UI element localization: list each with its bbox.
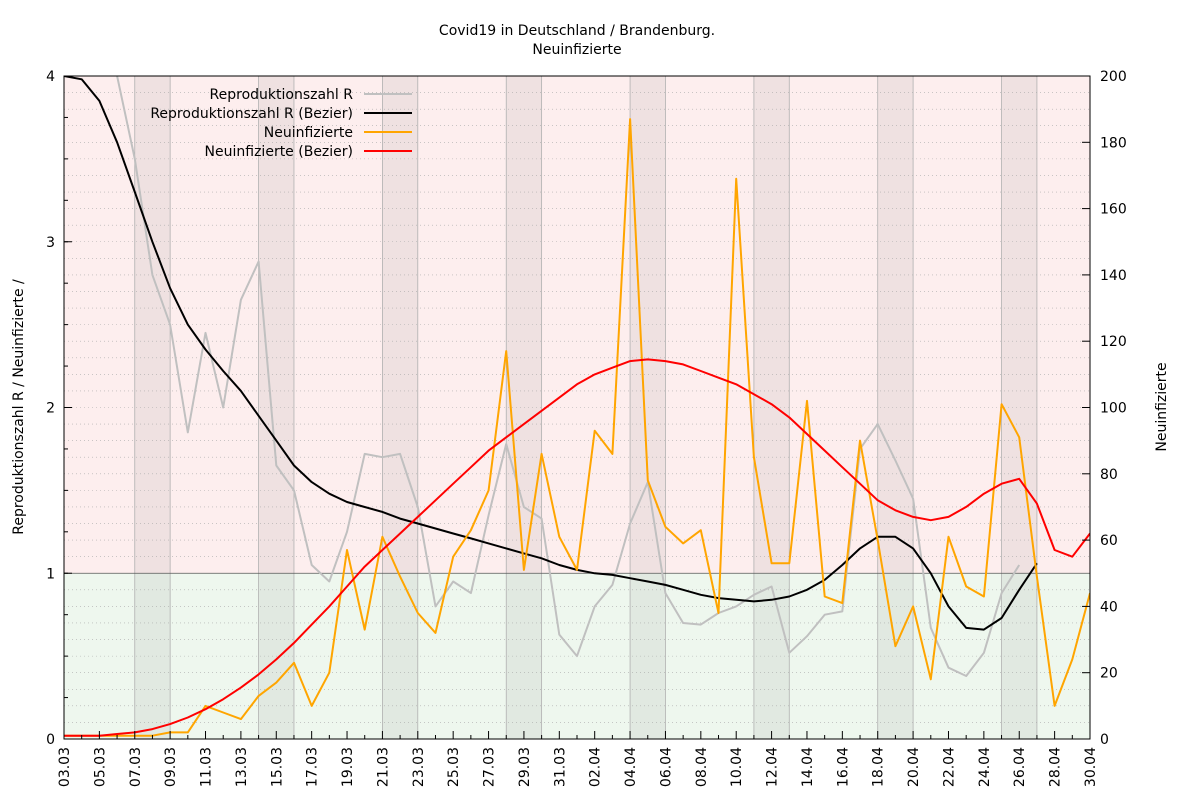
series-line <box>116 76 1021 677</box>
series-line <box>64 76 1038 631</box>
legend-label: Neuinfizierte (Bezier) <box>205 144 353 160</box>
tick-label-right: 80 <box>1100 467 1118 483</box>
tick-label-x: 16.04 <box>835 747 851 787</box>
weekend-band <box>1001 76 1037 739</box>
tick-label-x: 15.03 <box>269 747 285 787</box>
tick-label-x: 14.04 <box>800 747 816 787</box>
tick-label-right: 20 <box>1100 666 1118 682</box>
tick-label-x: 20.04 <box>906 747 922 787</box>
tick-label-x: 30.04 <box>1083 747 1099 787</box>
tick-label-x: 26.04 <box>1012 747 1028 787</box>
weekend-band <box>877 76 914 739</box>
tick-label-x: 08.04 <box>694 747 710 787</box>
tick-label-x: 31.03 <box>552 747 568 787</box>
tick-label-x: 22.04 <box>942 747 958 787</box>
tick-label-x: 10.04 <box>729 747 745 787</box>
tick-label-right: 0 <box>1100 732 1109 748</box>
series-line <box>64 358 1090 737</box>
tick-label-x: 03.03 <box>57 747 73 787</box>
weekend-band <box>630 76 666 739</box>
left-axis-ticks: 0 1 2 3 4 <box>46 69 72 748</box>
legend: Reproduktionszahl R Reproduktionszahl R (… <box>150 87 412 160</box>
tick-label-x: 13.03 <box>234 747 250 787</box>
series-line <box>64 118 1090 737</box>
series-0 <box>116 76 1021 677</box>
tick-label-x: 12.04 <box>765 747 781 787</box>
tick-label-right: 160 <box>1100 202 1127 218</box>
tick-label-left: 4 <box>46 69 55 85</box>
tick-label-right: 120 <box>1100 334 1127 350</box>
tick-label-x: 21.03 <box>375 747 391 787</box>
tick-label-right: 140 <box>1100 268 1127 284</box>
y-axis-label-right: Neuinfizierte <box>1154 362 1170 451</box>
tick-label-x: 11.03 <box>199 747 215 787</box>
legend-label: Neuinfizierte <box>264 125 353 141</box>
series-layer <box>64 76 1090 737</box>
tick-label-x: 28.04 <box>1048 747 1064 787</box>
tick-label-x: 07.03 <box>128 747 144 787</box>
legend-label: Reproduktionszahl R <box>210 87 354 103</box>
right-axis-ticks: 0 20 40 60 80 100 120 140 160 180 200 <box>1082 69 1127 748</box>
tick-label-x: 19.03 <box>340 747 356 787</box>
tick-label-x: 06.04 <box>658 747 674 787</box>
tick-label-x: 24.04 <box>977 747 993 787</box>
tick-label-right: 200 <box>1100 69 1127 85</box>
tick-label-left: 0 <box>46 732 55 748</box>
series-2 <box>64 118 1090 737</box>
series-1 <box>64 76 1038 631</box>
legend-label: Reproduktionszahl R (Bezier) <box>150 106 353 122</box>
chart-subtitle: Neuinfizierte <box>532 42 621 58</box>
tick-label-x: 29.03 <box>517 747 533 787</box>
series-3 <box>64 358 1090 737</box>
tick-label-left: 2 <box>46 401 55 417</box>
tick-label-x: 18.04 <box>871 747 887 787</box>
tick-label-x: 25.03 <box>446 747 462 787</box>
y-axis-label-left: Reproduktionszahl R / Neuinfizierte / <box>11 279 27 535</box>
tick-label-right: 180 <box>1100 135 1127 151</box>
tick-label-x: 09.03 <box>163 747 179 787</box>
weekend-band <box>753 76 790 739</box>
x-axis-ticks: 03.03 05.03 07.03 09.03 11.03 13.03 15.03 17.03… <box>57 731 1099 787</box>
tick-label-x: 02.04 <box>588 747 604 787</box>
tick-label-x: 27.03 <box>482 747 498 787</box>
tick-label-x: 17.03 <box>305 747 321 787</box>
tick-label-right: 100 <box>1100 401 1127 417</box>
tick-label-x: 23.03 <box>411 747 427 787</box>
tick-label-left: 3 <box>46 235 55 251</box>
chart-title: Covid19 in Deutschland / Brandenburg. <box>439 23 715 39</box>
tick-label-right: 40 <box>1100 599 1118 615</box>
tick-label-x: 05.03 <box>92 747 108 787</box>
tick-label-left: 1 <box>46 566 55 582</box>
tick-label-x: 04.04 <box>623 747 639 787</box>
tick-label-right: 60 <box>1100 533 1118 549</box>
